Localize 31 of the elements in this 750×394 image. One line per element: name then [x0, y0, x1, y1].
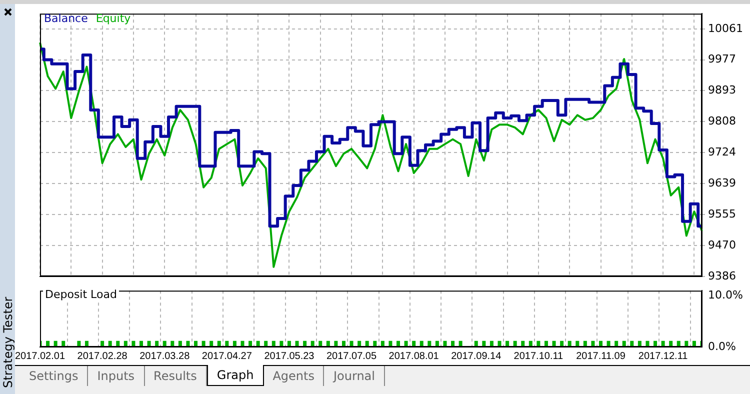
text: Balance	[44, 12, 88, 25]
y-tick-label: 9639	[708, 176, 736, 190]
text: Equity	[96, 12, 131, 25]
y-tick-label: 9724	[708, 145, 736, 158]
y-tick-label: 9386	[708, 269, 736, 282]
x-tick-label: 2017.11.09	[576, 350, 626, 362]
x-tick-label: 2017.02.01	[14, 350, 66, 362]
x-tick-label: 2017.08.01	[388, 350, 440, 362]
text: Results	[144, 366, 207, 386]
y-tick-label: 0.0%	[708, 340, 736, 353]
y-tick-label: 9555	[708, 207, 736, 220]
x-tick-label: 2017.03.28	[140, 350, 190, 362]
y-tick-label: 9470	[708, 238, 736, 252]
text: Journal	[324, 366, 385, 386]
text: Inputs	[88, 366, 145, 386]
chart-title: Deposit Load	[43, 288, 119, 301]
text: Agents	[264, 366, 324, 386]
x-tick-label: 2017.10.11	[514, 350, 564, 362]
y-tick-label: 9808	[708, 114, 736, 128]
y-tick-label: 10.0%	[708, 288, 743, 302]
text: Settings	[20, 366, 88, 386]
x-tick-label: 2017.02.28	[77, 350, 128, 362]
text: Strategy Tester	[1, 296, 15, 388]
x-tick-label: 2017.07.05	[326, 350, 377, 362]
y-tick-label: 10061	[708, 22, 743, 35]
x-tick-label: 2017.05.23	[264, 350, 315, 362]
y-tick-label: 9893	[708, 83, 736, 96]
x-tick-label: 2017.04.27	[202, 350, 252, 362]
y-tick-label: 9977	[708, 52, 736, 66]
x-tick-label: 2017.09.14	[451, 350, 502, 362]
x-tick-label: 2017.12.11	[638, 350, 688, 362]
